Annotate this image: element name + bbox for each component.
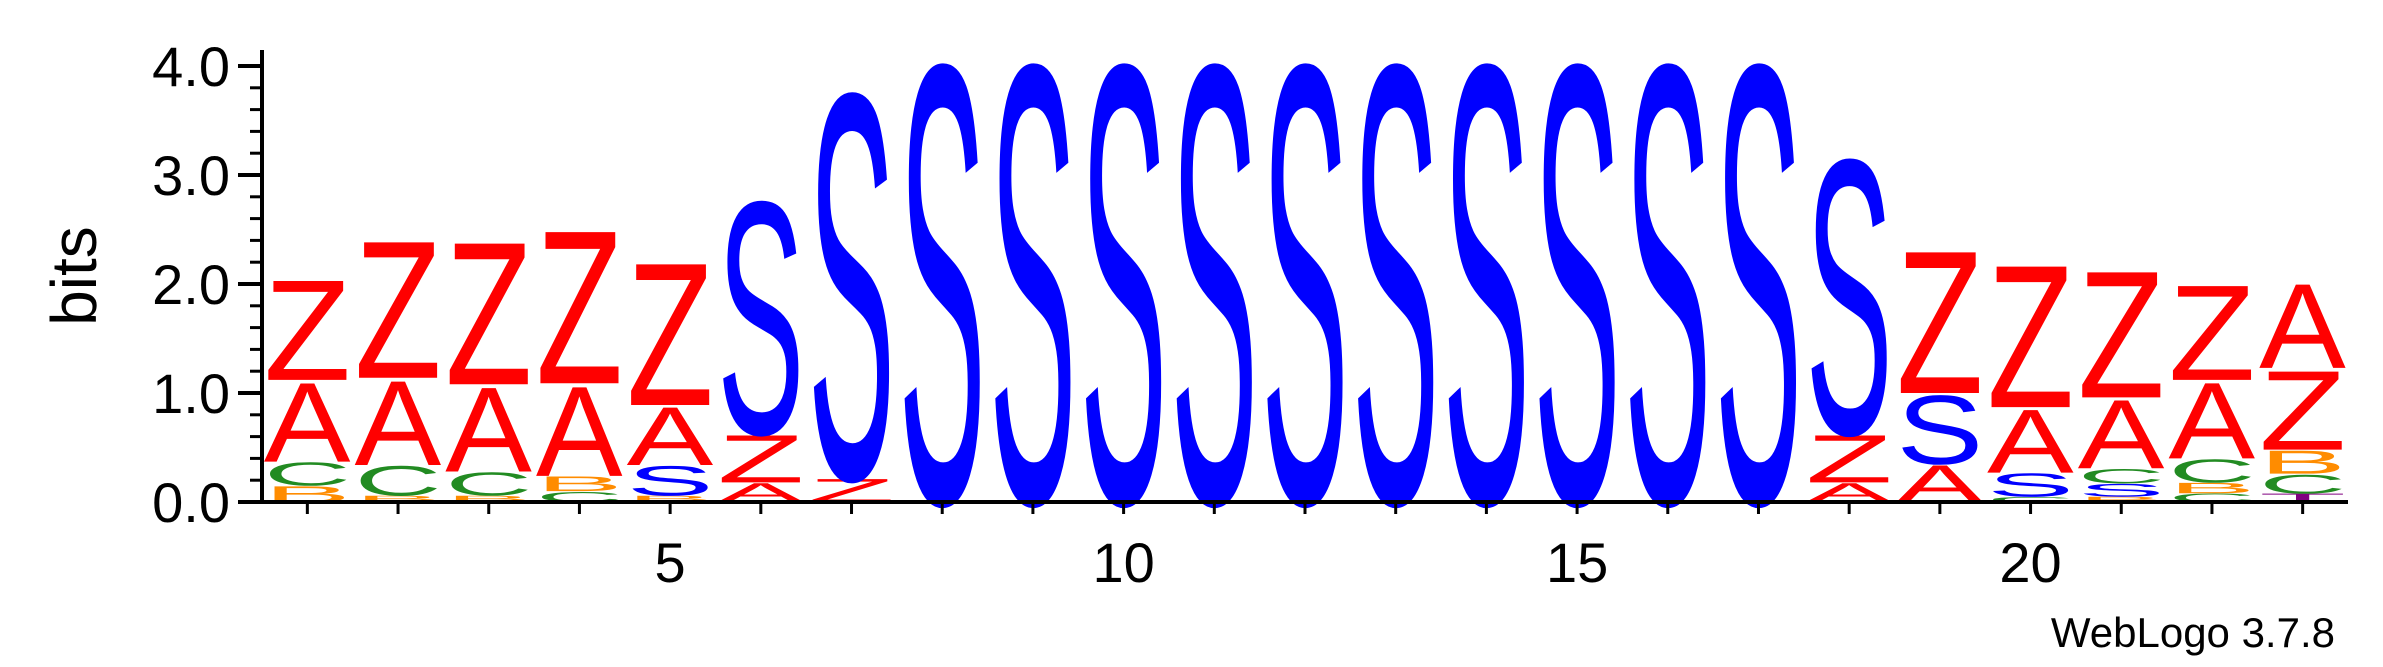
logo-letter: A <box>2259 258 2346 394</box>
x-ticks-layer: 5 10 15 20 <box>305 502 2305 594</box>
logo-letter: B <box>445 494 532 504</box>
logo-letter: S <box>989 0 1076 636</box>
y-ticks-layer: 0.0 1.0 2.0 3.0 4.0 <box>152 35 262 534</box>
y-tick-label: 4.0 <box>152 35 230 98</box>
logo-letter: S <box>717 132 804 505</box>
logo-letter: C <box>445 465 532 502</box>
weblogo-credit: WebLogo 3.7.8 <box>2051 609 2335 656</box>
logo-letter: Z <box>264 250 351 411</box>
logo-letter: S <box>1806 79 1893 518</box>
logo-letter: A <box>2078 380 2165 489</box>
logo-letter: A <box>627 390 714 483</box>
logo-letter: Z <box>355 200 442 420</box>
logo-letter: C <box>264 456 351 493</box>
logo-letter: B <box>2168 480 2255 497</box>
logo-letter: B <box>2259 444 2346 481</box>
logo-letter: Z <box>627 222 714 449</box>
logo-letter: B <box>355 494 442 504</box>
logo-letter: S <box>1443 0 1530 636</box>
y-tick-label: 0.0 <box>152 471 230 534</box>
y-tick-label: 3.0 <box>152 144 230 207</box>
logo-letter: Z <box>1806 421 1893 497</box>
logo-letter: S <box>1624 0 1711 636</box>
logo-letter: S <box>2078 480 2165 500</box>
y-tick-label: 1.0 <box>152 362 230 425</box>
logo-letter: Z <box>445 201 532 428</box>
logo-letter: S <box>899 0 986 636</box>
logo-letter: S <box>808 0 895 596</box>
logo-letter: B <box>536 472 623 496</box>
logo-letter: Z <box>2078 233 2165 437</box>
x-tick-label: 5 <box>655 531 686 594</box>
logo-letter: C <box>355 457 442 504</box>
logo-letter: Z <box>717 421 804 497</box>
logo-letter: S <box>1352 0 1439 636</box>
x-tick-label: 20 <box>1999 531 2061 594</box>
logo-letter: Z <box>2259 347 2346 474</box>
logo-letter: B <box>627 494 714 504</box>
y-axis-label: bits <box>38 226 110 326</box>
x-tick-label: 10 <box>1092 531 1154 594</box>
logo-letter: C <box>2078 465 2165 489</box>
logo-letter: Z <box>1896 210 1983 437</box>
logo-letter: S <box>1987 467 2074 504</box>
logo-letter: S <box>1080 0 1167 636</box>
logo-letter: A <box>2168 360 2255 482</box>
logo-letter: A <box>445 362 532 498</box>
logo-letter: B <box>2078 495 2165 504</box>
logo-letter: C <box>1987 495 2074 503</box>
logo-letter: S <box>1534 0 1621 636</box>
x-tick-label: 15 <box>1546 531 1608 594</box>
y-tick-label: 2.0 <box>152 253 230 316</box>
logo-letter: S <box>1715 0 1802 636</box>
logo-letter: S <box>1261 0 1348 636</box>
logo-letter: Z <box>536 185 623 431</box>
logo-letter: C <box>2259 469 2346 500</box>
logo-letter: Z <box>2168 257 2255 409</box>
logo-letter: Z <box>1987 224 2074 451</box>
logo-letter: A <box>536 360 623 503</box>
logo-letter: C <box>2168 452 2255 489</box>
logo-letter: A <box>264 359 351 486</box>
logo-letter: S <box>1171 0 1258 636</box>
logo-letter: A <box>1987 391 2074 492</box>
logo-letter: S <box>627 457 714 505</box>
logo-letter: S <box>1896 375 1983 485</box>
logo-letter: A <box>355 355 442 491</box>
